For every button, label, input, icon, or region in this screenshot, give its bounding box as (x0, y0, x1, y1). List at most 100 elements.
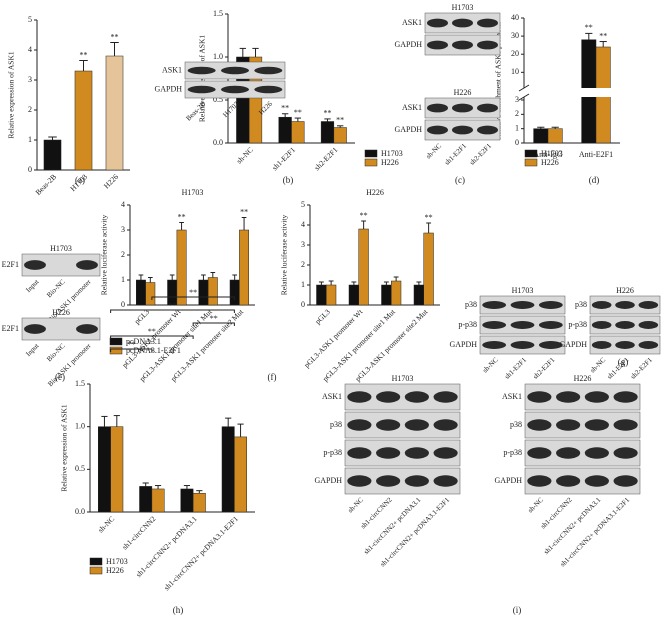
blot-row-label: GAPDH (449, 340, 477, 349)
band (638, 321, 659, 329)
bar (423, 232, 434, 306)
blot-title: H1703 (50, 244, 72, 253)
blot-row-label: GAPDH (494, 476, 522, 485)
blot-title: H226 (574, 374, 592, 383)
y-tick-label: 1.5 (75, 379, 85, 388)
panel-label: (h) (173, 605, 184, 615)
band (76, 324, 98, 334)
band (376, 419, 401, 431)
blot-row-label: GAPDH (154, 84, 182, 93)
bar (234, 436, 247, 513)
legend-label: H226 (106, 566, 124, 575)
x-tick-label: sh1-E2F1 (270, 145, 297, 172)
band (556, 419, 581, 431)
legend-swatch (364, 149, 378, 158)
blot-row-label: E2F1 (2, 260, 19, 269)
bracket (110, 335, 194, 339)
lane-label: sh-NC (481, 356, 500, 375)
x-tick-label: Beas-2B (33, 172, 58, 197)
y-tick-label: 30 (511, 31, 519, 40)
blot-row-label: GAPDH (394, 125, 422, 134)
y-axis-label: Relative expression of ASK1 (60, 404, 69, 492)
y-tick-label: 20 (511, 49, 519, 58)
band (477, 103, 498, 113)
y-tick-label: 1 (301, 280, 305, 289)
x-tick-label: sh2-E2F1 (312, 145, 339, 172)
blot-row-label: p38 (465, 300, 477, 309)
blot-title: H1703 (392, 374, 414, 383)
band (613, 447, 638, 459)
x-tick-label: sh1-circCNN2+ pcDNA3.1-E2F1 (162, 514, 240, 592)
band (556, 391, 581, 403)
band (404, 419, 429, 431)
bracket-label: ** (148, 327, 156, 336)
panel-label: (g) (618, 357, 629, 367)
band (433, 447, 458, 459)
band (452, 125, 473, 135)
blot-row-label: GAPDH (394, 40, 422, 49)
y-tick-label: 2 (301, 260, 305, 269)
blot-row-label: p-p38 (323, 448, 342, 457)
bar (198, 279, 209, 306)
bar (136, 279, 146, 306)
blot-title: H1703 (452, 3, 474, 12)
legend-swatch (109, 337, 123, 346)
y-tick-label: 5 (28, 15, 32, 24)
bar (145, 282, 156, 306)
blot-row-label: ASK1 (402, 103, 422, 112)
band (477, 40, 498, 50)
legend-swatch (364, 158, 378, 167)
significance: ** (336, 116, 344, 125)
break-mark (518, 84, 530, 92)
blot-row-label: p38 (575, 300, 587, 309)
blot-row-label: ASK1 (502, 392, 522, 401)
panel-label: (i) (513, 605, 522, 615)
y-tick-label: 2 (121, 250, 125, 259)
band (404, 391, 429, 403)
y-tick-label: 3 (515, 95, 519, 104)
y-tick-label: 1.0 (75, 421, 85, 430)
bar (43, 139, 62, 171)
bracket-label: ** (127, 340, 135, 349)
lane-label: Bio-NC (45, 342, 67, 364)
band (615, 341, 635, 349)
significance: ** (599, 31, 607, 40)
band (376, 391, 401, 403)
lane-label: sh1-E2F1 (503, 356, 528, 381)
lane-label: sh2-E2F1 (468, 142, 493, 167)
band (556, 447, 581, 459)
band (482, 301, 507, 309)
bar (139, 486, 153, 513)
y-tick-label: 10 (511, 67, 519, 76)
blot-row-label: p38 (330, 420, 342, 429)
blot-row-label: E2F1 (2, 324, 19, 333)
y-tick-label: 1.5 (213, 9, 223, 18)
band (510, 301, 535, 309)
y-tick-label: 3 (28, 75, 32, 84)
band (477, 18, 498, 28)
blot-row-label: GAPDH (559, 340, 587, 349)
blot-row-label: ASK1 (162, 65, 182, 74)
bar (180, 488, 194, 513)
band (433, 391, 458, 403)
band (584, 447, 609, 459)
lane-label: sh2-E2F1 (629, 356, 654, 381)
lane-label: sh2-E2F1 (531, 356, 556, 381)
bar (391, 280, 402, 306)
band (404, 475, 429, 487)
band (347, 475, 372, 487)
x-tick-label: Anti-E2F1 (579, 150, 613, 159)
significance: ** (80, 50, 88, 59)
lane-label: sh-NC (346, 496, 365, 515)
y-tick-label: 2 (28, 105, 32, 114)
significance: ** (240, 207, 248, 216)
blot-row-label: GAPDH (314, 476, 342, 485)
panel-label: (c) (455, 175, 465, 185)
legend-label: H1703 (106, 557, 128, 566)
significance: ** (425, 213, 433, 222)
band (24, 260, 46, 270)
y-tick-label: 0 (515, 138, 519, 147)
y-tick-label: 0.5 (213, 95, 223, 104)
band (538, 321, 563, 329)
legend-swatch (89, 557, 103, 566)
